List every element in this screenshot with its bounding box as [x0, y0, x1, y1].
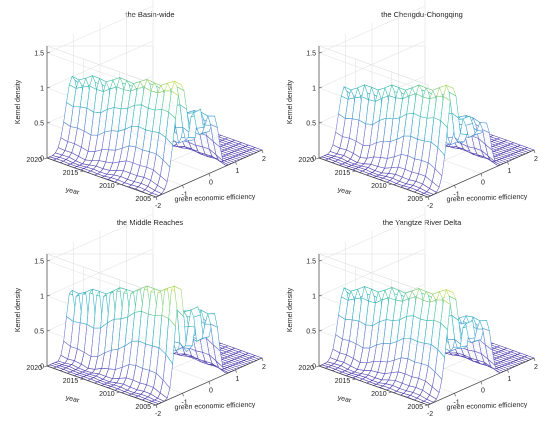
- chart-title: the Basin-wide: [125, 10, 174, 19]
- y-axis-label: year: [337, 395, 353, 405]
- z-tick-label: 0: [40, 156, 44, 163]
- panel-4: the Yangtze River Delta 0 0.5 1 1.5 -2 -1 0 1 2 20…: [287, 207, 538, 418]
- x-axis-label: green economic efficiency: [174, 402, 255, 412]
- x-tick-label: 2: [262, 364, 266, 371]
- y-tick-label: 2010: [371, 183, 387, 190]
- chart-title: the Yangtze River Delta: [383, 218, 462, 227]
- y-tick-label: 2005: [135, 196, 151, 203]
- panel-1: the Basin-wide 0 0.5 1 1.5 -2 -1 0 1 2 2005 2010 201…: [15, 0, 266, 210]
- y-axis-label: year: [337, 187, 353, 197]
- x-tick-label: -1: [181, 399, 187, 406]
- z-tick-label: 1.5: [306, 51, 316, 58]
- x-axis-label: green economic efficiency: [174, 194, 255, 204]
- z-tick-label: 1.5: [34, 259, 44, 266]
- y-tick-label: 2020: [26, 365, 42, 372]
- x-tick-label: 1: [236, 376, 240, 383]
- y-tick-label: 2020: [26, 157, 42, 164]
- z-tick-label: 0.5: [34, 121, 44, 128]
- x-tick-label: 1: [236, 168, 240, 175]
- x-axis-label: green economic efficiency: [446, 194, 527, 204]
- z-tick-label: 1.5: [306, 259, 316, 266]
- z-tick-label: 0.5: [306, 121, 316, 128]
- density-surface: [318, 286, 535, 406]
- y-tick-label: 2010: [99, 183, 115, 190]
- z-tick-label: 1: [312, 86, 316, 93]
- z-axis-label: Kernel density: [15, 79, 22, 124]
- x-tick-label: -2: [427, 411, 433, 418]
- density-surface: [46, 285, 263, 406]
- z-tick-label: 0.5: [34, 329, 44, 336]
- z-tick-label: 0.5: [306, 329, 316, 336]
- y-tick-label: 2015: [63, 170, 79, 177]
- y-tick-label: 2020: [298, 157, 314, 164]
- z-tick-label: 0: [312, 364, 316, 371]
- y-tick-label: 2010: [99, 391, 115, 398]
- x-tick-label: -2: [155, 411, 161, 418]
- y-tick-label: 2015: [335, 378, 351, 385]
- z-tick-label: 0: [312, 156, 316, 163]
- x-tick-label: 1: [508, 168, 512, 175]
- y-tick-label: 2020: [298, 365, 314, 372]
- z-axis-label: Kernel density: [287, 79, 294, 124]
- chart-title: the Chengdu-Chongqing: [381, 10, 463, 19]
- y-axis-label: year: [65, 187, 81, 197]
- y-tick-label: 2015: [63, 378, 79, 385]
- y-axis-label: year: [65, 395, 81, 405]
- x-tick-label: 0: [481, 180, 485, 187]
- panel-2: the Chengdu-Chongqing 0 0.5 1 1.5 -2 -1 0 1 2 2005…: [287, 0, 538, 210]
- z-axis-label: Kernel density: [287, 287, 294, 332]
- z-tick-label: 1: [40, 294, 44, 301]
- axis-lines: [43, 254, 264, 409]
- x-tick-label: -1: [453, 191, 459, 198]
- x-tick-label: 1: [508, 376, 512, 383]
- z-tick-label: 1: [312, 294, 316, 301]
- chart-title: the Middle Reaches: [117, 218, 184, 227]
- x-tick-label: 0: [209, 180, 213, 187]
- x-tick-label: -1: [181, 191, 187, 198]
- x-axis-label: green economic efficiency: [446, 402, 527, 412]
- x-tick-label: 2: [534, 364, 538, 371]
- y-tick-label: 2005: [407, 196, 423, 203]
- axis-lines: [315, 254, 536, 409]
- x-tick-label: 2: [262, 156, 266, 163]
- x-tick-label: 0: [481, 388, 485, 395]
- z-axis-label: Kernel density: [15, 287, 22, 332]
- axis-lines: [43, 46, 264, 201]
- y-tick-label: 2005: [135, 404, 151, 411]
- density-surface: [46, 75, 263, 198]
- x-tick-label: -1: [453, 399, 459, 406]
- x-tick-label: 2: [534, 156, 538, 163]
- y-tick-label: 2015: [335, 170, 351, 177]
- z-tick-label: 1: [40, 86, 44, 93]
- panel-3: the Middle Reaches 0 0.5 1 1.5 -2 -1 0 1 2 2005 201…: [15, 207, 266, 418]
- y-tick-label: 2005: [407, 404, 423, 411]
- z-tick-label: 0: [40, 364, 44, 371]
- axis-lines: [315, 46, 536, 201]
- x-tick-label: -2: [427, 203, 433, 210]
- density-surface: [318, 84, 535, 198]
- y-tick-label: 2010: [371, 391, 387, 398]
- x-tick-label: 0: [209, 388, 213, 395]
- x-tick-label: -2: [155, 203, 161, 210]
- z-tick-label: 1.5: [34, 51, 44, 58]
